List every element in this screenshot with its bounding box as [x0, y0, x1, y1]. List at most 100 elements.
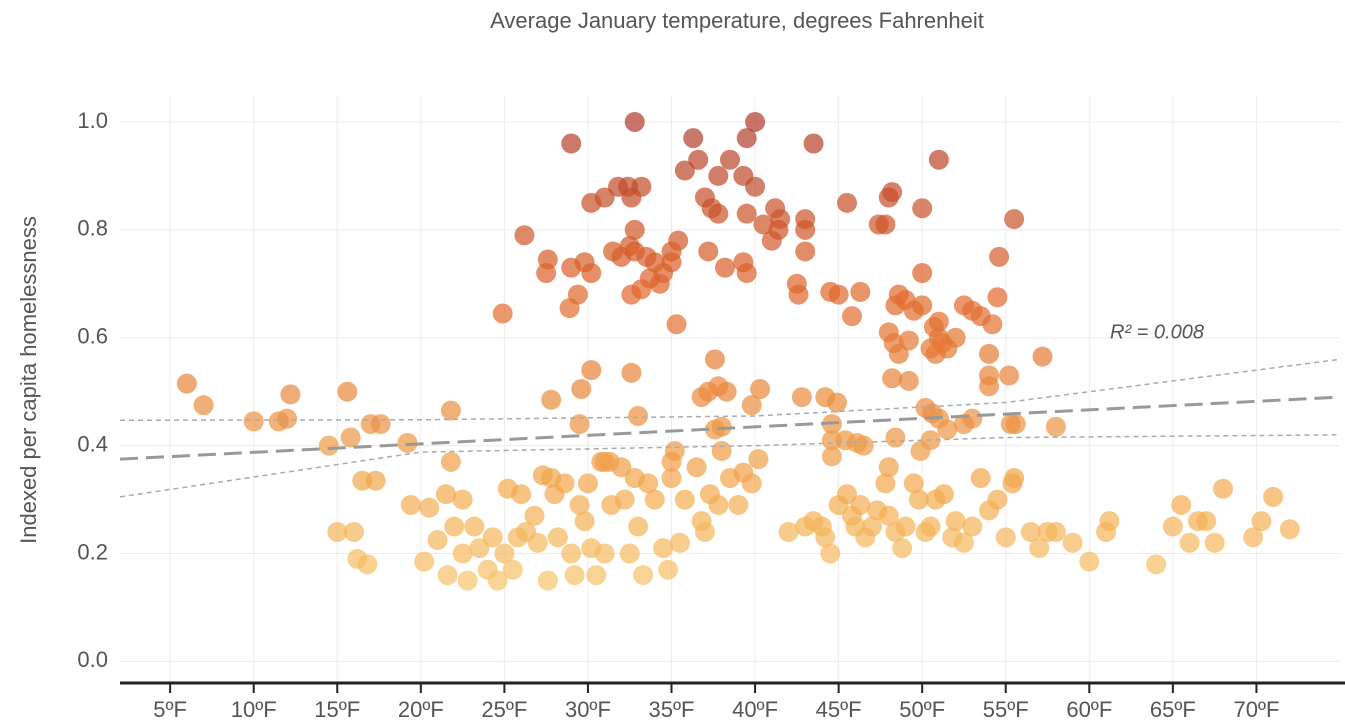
point	[457, 570, 478, 591]
point	[1171, 494, 1192, 515]
point	[559, 298, 580, 319]
chart-title: Average January temperature, degrees Fah…	[490, 8, 984, 33]
point	[1079, 551, 1100, 572]
fit-lines	[119, 358, 1341, 498]
point	[987, 489, 1008, 510]
point	[547, 527, 568, 548]
point	[910, 441, 931, 462]
y-axis-label: Indexed per capita homelessness	[16, 216, 41, 544]
point	[987, 287, 1008, 308]
point	[885, 295, 906, 316]
point	[1196, 511, 1217, 532]
point	[669, 532, 690, 553]
point	[920, 516, 941, 537]
point	[193, 395, 214, 416]
point	[280, 384, 301, 405]
x-tick-label: 25ºF	[481, 697, 527, 722]
point	[1062, 532, 1083, 553]
y-tick-label: 1.0	[77, 108, 108, 133]
point	[1162, 516, 1183, 537]
point	[803, 133, 824, 154]
point	[795, 241, 816, 262]
y-tick-label: 0.4	[77, 431, 108, 456]
point	[536, 263, 557, 284]
point	[1004, 468, 1025, 489]
point	[704, 349, 725, 370]
point	[1029, 538, 1050, 559]
x-tick-label: 70ºF	[1233, 697, 1279, 722]
point	[581, 263, 602, 284]
point	[437, 565, 458, 586]
point	[666, 314, 687, 335]
point	[791, 387, 812, 408]
point	[736, 203, 757, 224]
point	[574, 511, 595, 532]
point	[753, 214, 774, 235]
point	[820, 543, 841, 564]
point	[469, 538, 490, 559]
point	[435, 484, 456, 505]
point	[953, 532, 974, 553]
point	[1020, 521, 1041, 542]
point	[661, 252, 682, 273]
point	[577, 473, 598, 494]
point	[745, 111, 766, 132]
x-tick-label: 10ºF	[231, 697, 277, 722]
point	[621, 362, 642, 383]
point	[878, 505, 899, 526]
point	[1243, 527, 1264, 548]
point	[658, 559, 679, 580]
point	[912, 198, 933, 219]
trend	[119, 395, 1341, 461]
y-tick-label: 0.0	[77, 647, 108, 672]
point	[414, 551, 435, 572]
point	[400, 494, 421, 515]
point	[683, 128, 704, 149]
point	[1004, 209, 1025, 230]
point	[704, 419, 725, 440]
point	[970, 306, 991, 327]
point	[1251, 511, 1272, 532]
point	[741, 473, 762, 494]
point	[694, 521, 715, 542]
point	[720, 149, 740, 170]
point	[614, 489, 635, 510]
point	[644, 489, 665, 510]
grid: 0.0 0.2 0.4 0.6 0.8 1.0 5ºF 10ºF 15ºF 20ºF 25ºF 30º…	[77, 95, 1345, 722]
point	[821, 446, 842, 467]
point	[716, 381, 737, 402]
point	[741, 395, 762, 416]
point	[514, 225, 535, 246]
point	[452, 543, 473, 564]
point	[815, 527, 836, 548]
point	[586, 565, 607, 586]
points	[176, 111, 1300, 591]
point	[989, 246, 1010, 267]
point	[878, 457, 899, 478]
point	[888, 343, 909, 364]
point	[1204, 532, 1225, 553]
point	[892, 538, 913, 559]
point	[853, 435, 874, 456]
point	[962, 516, 983, 537]
point	[674, 160, 695, 181]
point	[440, 400, 461, 421]
x-tick-label: 20ºF	[398, 697, 444, 722]
y-tick-label: 0.8	[77, 216, 108, 241]
point	[569, 414, 590, 435]
point	[937, 419, 958, 440]
point	[714, 257, 735, 278]
point	[999, 365, 1020, 386]
point	[621, 187, 642, 208]
point	[912, 295, 933, 316]
point	[638, 473, 659, 494]
point	[828, 284, 849, 305]
point	[736, 128, 757, 149]
point	[912, 263, 933, 284]
point	[452, 489, 473, 510]
point	[1045, 521, 1066, 542]
point	[826, 392, 847, 413]
x-tick-label: 60ºF	[1066, 697, 1112, 722]
point	[795, 219, 816, 240]
